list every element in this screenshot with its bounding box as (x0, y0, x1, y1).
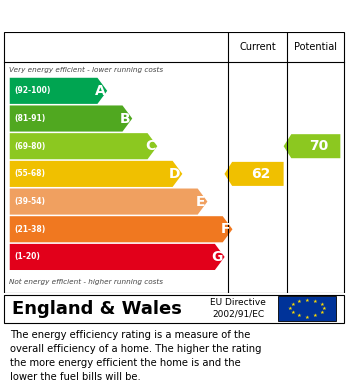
Text: EU Directive
2002/91/EC: EU Directive 2002/91/EC (211, 298, 266, 319)
Text: ★: ★ (313, 300, 318, 304)
Text: (39-54): (39-54) (14, 197, 45, 206)
Text: Not energy efficient - higher running costs: Not energy efficient - higher running co… (9, 278, 164, 285)
Text: (81-91): (81-91) (14, 114, 45, 123)
Polygon shape (10, 244, 225, 270)
Text: Potential: Potential (294, 42, 337, 52)
Text: ★: ★ (296, 300, 301, 304)
Polygon shape (284, 134, 340, 158)
Text: ★: ★ (290, 310, 295, 316)
Polygon shape (10, 78, 107, 104)
Text: F: F (221, 222, 231, 236)
Text: (92-100): (92-100) (14, 86, 50, 95)
Text: ★: ★ (288, 307, 293, 311)
Text: Energy Efficiency Rating: Energy Efficiency Rating (10, 9, 213, 23)
Text: ★: ★ (319, 302, 324, 307)
Text: A: A (95, 84, 105, 98)
Polygon shape (224, 162, 284, 186)
Text: ★: ★ (319, 310, 324, 316)
Text: The energy efficiency rating is a measure of the
overall efficiency of a home. T: The energy efficiency rating is a measur… (10, 330, 262, 382)
Text: C: C (145, 139, 156, 153)
Text: (69-80): (69-80) (14, 142, 45, 151)
Text: (55-68): (55-68) (14, 169, 45, 178)
Text: (21-38): (21-38) (14, 225, 45, 234)
Text: G: G (212, 250, 223, 264)
Text: 70: 70 (309, 139, 328, 153)
Text: ★: ★ (313, 314, 318, 318)
Text: E: E (196, 195, 206, 208)
Polygon shape (10, 188, 207, 215)
Text: Current: Current (239, 42, 276, 52)
Text: ★: ★ (305, 298, 309, 303)
Text: ★: ★ (305, 314, 309, 319)
Text: (1-20): (1-20) (14, 253, 40, 262)
Polygon shape (10, 216, 232, 242)
Bar (278, 296, 336, 321)
Polygon shape (10, 161, 182, 187)
Text: 62: 62 (251, 167, 270, 181)
Text: ★: ★ (290, 302, 295, 307)
Text: England & Wales: England & Wales (12, 300, 182, 318)
Polygon shape (10, 133, 157, 159)
Text: ★: ★ (296, 314, 301, 318)
Text: D: D (169, 167, 181, 181)
Text: ★: ★ (322, 307, 326, 311)
Text: B: B (120, 111, 130, 126)
Text: Very energy efficient - lower running costs: Very energy efficient - lower running co… (9, 67, 164, 73)
Polygon shape (10, 106, 132, 132)
